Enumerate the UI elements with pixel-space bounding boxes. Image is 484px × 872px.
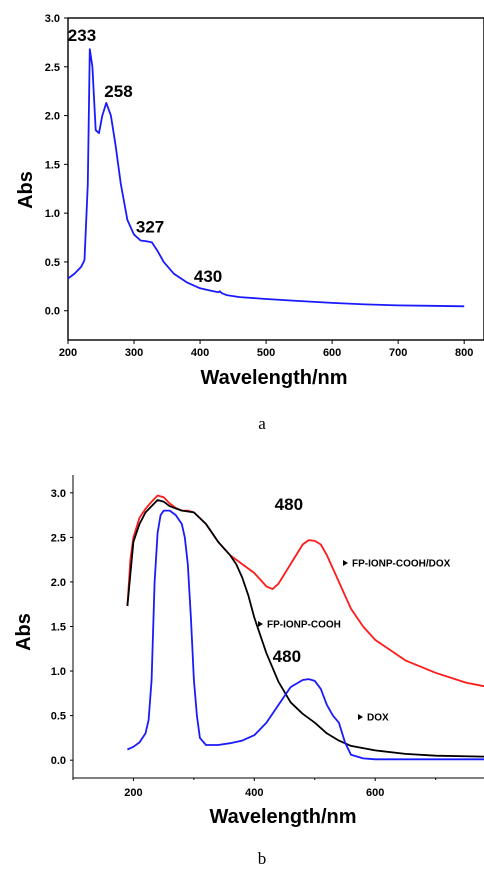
series-label: FP-IONP-COOH bbox=[267, 620, 341, 631]
y-tick-label: 3.0 bbox=[51, 488, 66, 500]
annotations-a: 233 258 327 430 bbox=[68, 26, 222, 286]
y-tick-label: 2.0 bbox=[51, 577, 66, 589]
peak-annotation: 430 bbox=[194, 267, 222, 286]
x-ticks-a: 200 300 400 500 600 700 800 bbox=[59, 340, 473, 359]
x-tick-label: 200 bbox=[124, 787, 142, 799]
series-group-b bbox=[126, 494, 484, 761]
label-arrow-marker bbox=[358, 714, 363, 720]
series-line-fp-ionp-cooh-dox bbox=[126, 494, 484, 688]
y-tick-label: 1.0 bbox=[45, 208, 60, 220]
x-tick-label: 500 bbox=[257, 347, 275, 359]
series-labels-b: FP-IONP-COOH/DOX FP-IONP-COOH DOX bbox=[258, 559, 451, 724]
y-tick-label: 1.5 bbox=[45, 159, 60, 171]
x-ticks-b: 200 400 600 bbox=[72, 778, 437, 799]
x-tick-label: 700 bbox=[389, 347, 407, 359]
y-ticks-a: 0.0 0.5 1.0 1.5 2.0 2.5 3.0 bbox=[45, 13, 68, 318]
y-tick-label: 2.5 bbox=[51, 532, 66, 544]
series-line bbox=[67, 48, 465, 308]
y-tick-label: 2.0 bbox=[45, 111, 60, 123]
x-tick-label: 400 bbox=[245, 787, 263, 799]
x-tick-label: 300 bbox=[125, 347, 143, 359]
peak-annotation: 233 bbox=[68, 26, 96, 45]
panel-b: 0.0 0.5 1.0 1.5 2.0 2.5 3.0 200 400 600 480 480 F… bbox=[13, 475, 484, 868]
y-axis-label-b: Abs bbox=[13, 613, 35, 651]
plot-frame-a bbox=[67, 17, 484, 341]
x-tick-label: 200 bbox=[59, 347, 77, 359]
x-tick-label: 400 bbox=[191, 347, 209, 359]
x-tick-label: 800 bbox=[455, 347, 473, 359]
y-tick-label: 1.0 bbox=[51, 666, 66, 678]
peak-annotation: 480 bbox=[275, 495, 303, 514]
x-axis-label-b: Wavelength/nm bbox=[209, 806, 356, 828]
x-axis-label-a: Wavelength/nm bbox=[200, 367, 347, 389]
y-tick-label: 0.0 bbox=[45, 306, 60, 318]
peak-annotation: 480 bbox=[273, 647, 301, 666]
y-tick-label: 0.5 bbox=[51, 711, 66, 723]
series-group-a bbox=[67, 48, 465, 308]
series-line-dox bbox=[127, 509, 484, 761]
peak-annotation: 258 bbox=[104, 82, 132, 101]
y-tick-label: 0.5 bbox=[45, 257, 60, 269]
caption-a: a bbox=[258, 414, 266, 433]
x-tick-label: 600 bbox=[323, 347, 341, 359]
annotations-b: 480 480 bbox=[273, 495, 303, 666]
y-ticks-b: 0.0 0.5 1.0 1.5 2.0 2.5 3.0 bbox=[51, 488, 73, 767]
y-tick-label: 3.0 bbox=[45, 13, 60, 25]
y-tick-label: 0.0 bbox=[51, 755, 66, 767]
series-label: DOX bbox=[367, 713, 389, 724]
series-label: FP-IONP-COOH/DOX bbox=[352, 559, 451, 570]
y-axis-label-a: Abs bbox=[15, 171, 37, 209]
y-tick-label: 2.5 bbox=[45, 62, 60, 74]
x-tick-label: 600 bbox=[366, 787, 384, 799]
label-arrow-marker bbox=[343, 560, 348, 566]
caption-b: b bbox=[258, 849, 267, 868]
label-arrow-marker bbox=[258, 621, 263, 627]
y-tick-label: 1.5 bbox=[51, 622, 66, 634]
peak-annotation: 327 bbox=[136, 217, 164, 236]
panel-a: 0.0 0.5 1.0 1.5 2.0 2.5 3.0 200 300 400 500 600 700… bbox=[15, 13, 484, 433]
